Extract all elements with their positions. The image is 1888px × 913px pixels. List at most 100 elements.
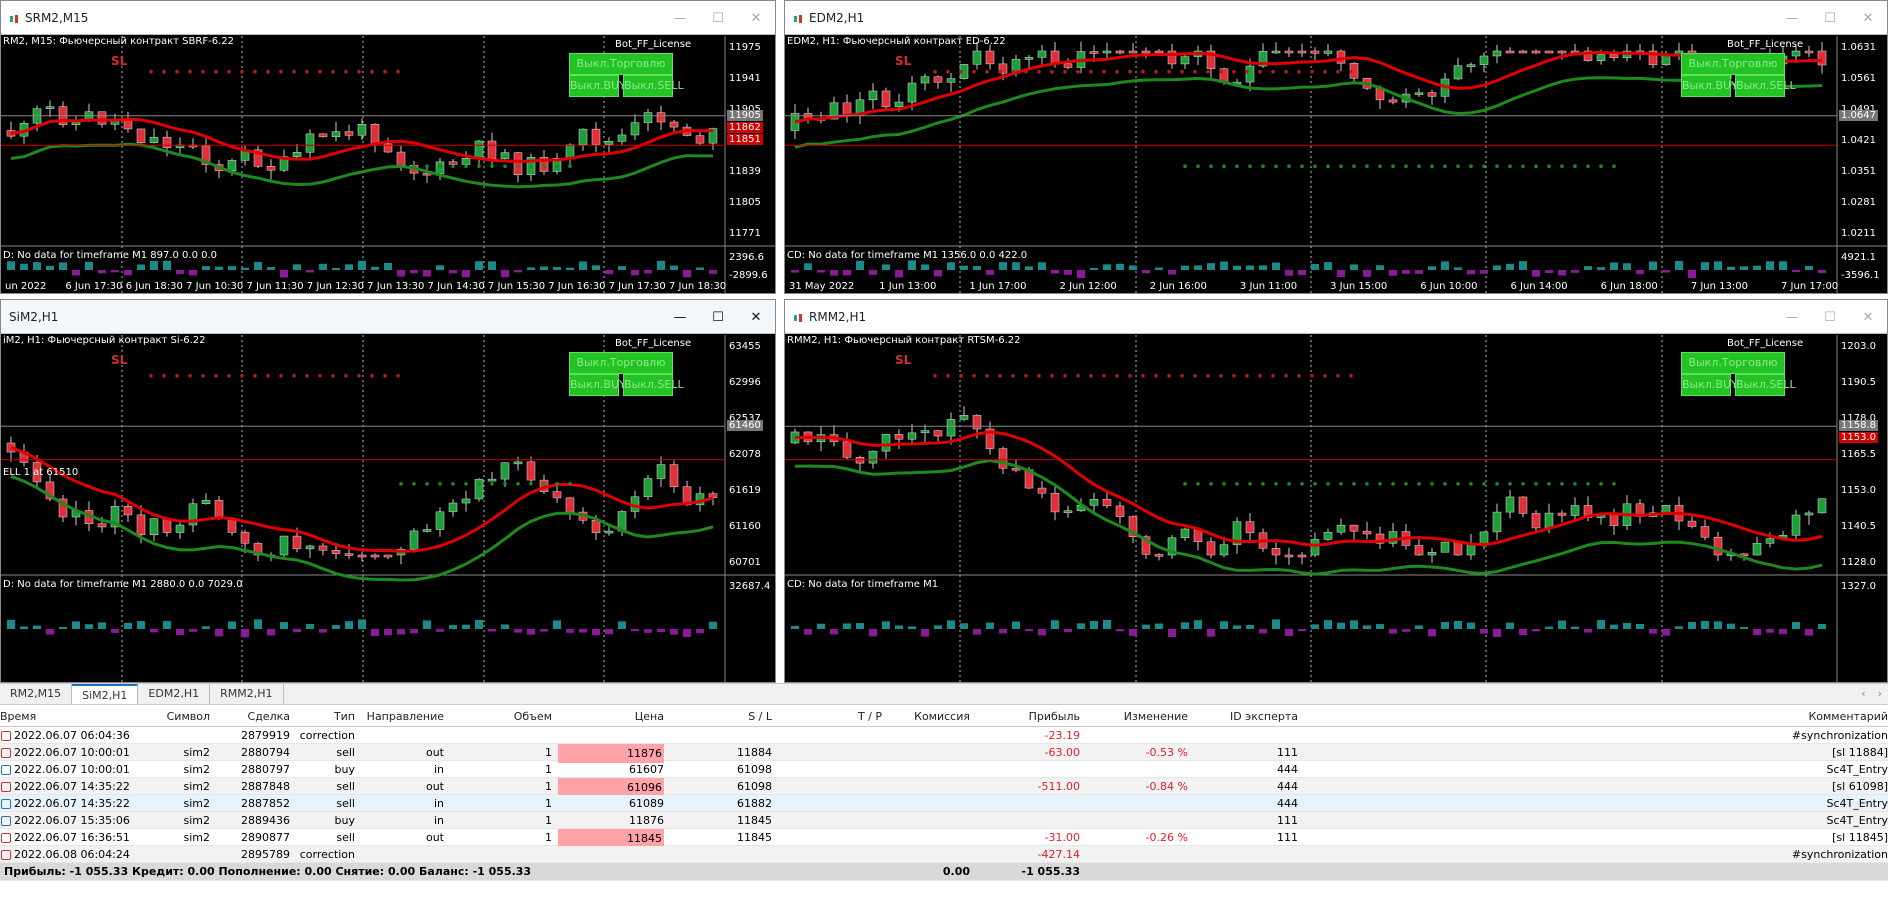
stop-dot bbox=[1469, 164, 1473, 168]
price-chart[interactable]: 1203.0 1190.5 1178.0 1165.5 1153.0 1140.5 1128… bbox=[785, 335, 1887, 682]
window-titlebar[interactable]: RMM2,H1 — ☐ ✕ bbox=[785, 300, 1887, 334]
stop-dot bbox=[555, 482, 559, 486]
indicator-bar bbox=[579, 261, 587, 270]
price-chart[interactable]: 63455 62996 62537 62078 61619 61160 60701 32687… bbox=[1, 335, 775, 682]
table-cell: 61096 bbox=[558, 778, 664, 797]
price-chart[interactable]: 119751194111905118731183911805117712396.… bbox=[1, 36, 775, 293]
candle bbox=[591, 520, 601, 533]
moving-average-red bbox=[10, 446, 714, 553]
table-row[interactable]: 2022.06.08 06:04:24 2895789 correction -427… bbox=[0, 846, 1888, 863]
close-icon[interactable]: ✕ bbox=[1862, 10, 1874, 26]
candle bbox=[643, 112, 653, 123]
chart-window-rmm2[interactable]: RMM2,H1 — ☐ ✕ 1203.0 1190.5 1178.0 1165.5 1153… bbox=[784, 299, 1888, 683]
candle bbox=[1063, 63, 1073, 68]
candle bbox=[344, 131, 354, 136]
disable-buy-button[interactable]: Выкл.BUY bbox=[569, 75, 626, 97]
candle bbox=[1271, 50, 1281, 54]
disable-sell-button[interactable]: Выкл.SELL bbox=[1735, 75, 1796, 97]
column-header[interactable]: Комментарий bbox=[1808, 710, 1888, 723]
tab-sim2-h1[interactable]: SiM2,H1 bbox=[72, 684, 139, 704]
candle bbox=[1414, 545, 1424, 556]
disable-sell-button[interactable]: Выкл.SELL bbox=[623, 374, 684, 396]
chart-window-sim2[interactable]: SiM2,H1 — ☐ ✕ 63455 62996 62537 62078 61619 611… bbox=[0, 299, 776, 683]
table-row[interactable]: 2022.06.07 15:35:06 sim2 2889436 buy in 1 1187… bbox=[0, 812, 1888, 829]
indicator-bar bbox=[1051, 620, 1059, 629]
candle bbox=[45, 481, 55, 500]
column-header[interactable]: T / P bbox=[857, 710, 882, 723]
disable-trading-button[interactable]: Выкл.Торговлю bbox=[1681, 53, 1785, 75]
indicator-bar bbox=[1012, 262, 1020, 270]
candle bbox=[695, 135, 705, 144]
price-chart[interactable]: 1.0631 1.0561 1.0491 1.0421 1.0351 1.0281 1.02… bbox=[785, 36, 1887, 293]
minimize-icon[interactable]: — bbox=[1785, 309, 1799, 325]
chart-window-srm2[interactable]: SRM2,M15 —☐✕ 119751194111905118731183911… bbox=[0, 0, 776, 294]
disable-buy-button[interactable]: Выкл.BUY bbox=[1681, 75, 1738, 97]
column-header[interactable]: Сделка bbox=[247, 710, 290, 723]
disable-buy-button[interactable]: Выкл.BUY bbox=[1681, 374, 1738, 396]
time-label: 6 Jun 10:00 bbox=[1420, 281, 1478, 292]
stop-dot bbox=[331, 374, 335, 378]
window-titlebar[interactable]: SRM2,M15 — ☐ ✕ bbox=[1, 1, 775, 35]
column-header[interactable]: Комиссия bbox=[914, 710, 970, 723]
indicator-bar bbox=[293, 264, 301, 270]
indicator-bar bbox=[1480, 629, 1488, 634]
table-row[interactable]: 2022.06.07 14:35:22 sim2 2887852 sell in 1 610… bbox=[0, 795, 1888, 812]
close-icon[interactable]: ✕ bbox=[750, 309, 762, 325]
disable-buy-button[interactable]: Выкл.BUY bbox=[569, 374, 626, 396]
table-row[interactable]: 2022.06.07 10:00:01 sim2 2880797 buy in 1 6160… bbox=[0, 761, 1888, 778]
candle bbox=[1284, 50, 1294, 54]
price-label: 1165.5 bbox=[1841, 449, 1876, 460]
deal-icon bbox=[1, 782, 11, 792]
price-label: 11771 bbox=[729, 228, 761, 239]
stop-dot bbox=[412, 164, 416, 168]
scroll-right-icon[interactable]: › bbox=[1877, 687, 1882, 700]
disable-trading-button[interactable]: Выкл.Торговлю bbox=[569, 53, 673, 75]
column-header[interactable]: ID эксперта bbox=[1229, 710, 1298, 723]
candle bbox=[487, 140, 497, 159]
maximize-icon[interactable]: ☐ bbox=[1824, 309, 1836, 325]
indicator-bar bbox=[882, 621, 890, 629]
table-row[interactable]: 2022.06.07 10:00:01 sim2 2880794 sell out 1 11… bbox=[0, 744, 1888, 763]
indicator-bar bbox=[934, 625, 942, 629]
table-row[interactable]: 2022.06.07 14:35:22 sim2 2887848 sell out 1 61… bbox=[0, 778, 1888, 797]
disable-trading-button[interactable]: Выкл.Торговлю bbox=[1681, 352, 1785, 374]
table-row[interactable]: 2022.06.07 16:36:51 sim2 2890877 sell out 1 11… bbox=[0, 829, 1888, 848]
disable-sell-button[interactable]: Выкл.SELL bbox=[1735, 374, 1796, 396]
column-header[interactable]: Направление bbox=[366, 710, 444, 723]
close-icon[interactable]: ✕ bbox=[1862, 309, 1874, 325]
disable-sell-button[interactable]: Выкл.SELL bbox=[623, 75, 684, 97]
candle bbox=[630, 122, 640, 136]
table-cell: 0.00 bbox=[942, 865, 970, 878]
stop-dot bbox=[370, 374, 374, 378]
minimize-icon[interactable]: — bbox=[673, 10, 687, 26]
minimize-icon[interactable]: — bbox=[673, 309, 687, 325]
window-titlebar[interactable]: EDM2,H1 — ☐ ✕ bbox=[785, 1, 1887, 35]
candle bbox=[370, 554, 380, 558]
tab-edm2-h1[interactable]: EDM2,H1 bbox=[138, 684, 211, 704]
window-titlebar[interactable]: SiM2,H1 — ☐ ✕ bbox=[1, 300, 775, 334]
column-header[interactable]: Изменение bbox=[1123, 710, 1188, 723]
disable-trading-button[interactable]: Выкл.Торговлю bbox=[569, 352, 673, 374]
indicator-bar bbox=[605, 270, 613, 275]
maximize-icon[interactable]: ☐ bbox=[1824, 10, 1836, 26]
column-header[interactable]: Цена bbox=[634, 710, 664, 723]
chart-window-edm2[interactable]: EDM2,H1 — ☐ ✕ 1.0631 1.0561 1.0491 1.0421 1.03… bbox=[784, 0, 1888, 294]
candle bbox=[435, 511, 445, 530]
close-icon[interactable]: ✕ bbox=[750, 10, 762, 26]
stop-dot bbox=[1365, 164, 1369, 168]
tab-rm2-m15[interactable]: RM2,M15 bbox=[0, 684, 73, 704]
minimize-icon[interactable]: — bbox=[1785, 10, 1799, 26]
column-header[interactable]: Объем bbox=[513, 710, 552, 723]
column-header[interactable]: Символ bbox=[166, 710, 210, 723]
column-header[interactable]: Время bbox=[0, 710, 37, 723]
maximize-icon[interactable]: ☐ bbox=[712, 10, 724, 26]
column-header[interactable]: Прибыль bbox=[1028, 710, 1080, 723]
indicator-bar bbox=[59, 626, 67, 629]
column-header[interactable]: S / L bbox=[748, 710, 772, 723]
scroll-left-icon[interactable]: ‹ bbox=[1861, 687, 1866, 700]
table-row[interactable]: 2022.06.07 06:04:36 2879919 correction -23.… bbox=[0, 727, 1888, 744]
maximize-icon[interactable]: ☐ bbox=[712, 309, 724, 325]
stop-dot bbox=[1495, 164, 1499, 168]
tab-rmm2-h1[interactable]: RMM2,H1 bbox=[210, 684, 284, 704]
column-header[interactable]: Тип bbox=[333, 710, 355, 723]
